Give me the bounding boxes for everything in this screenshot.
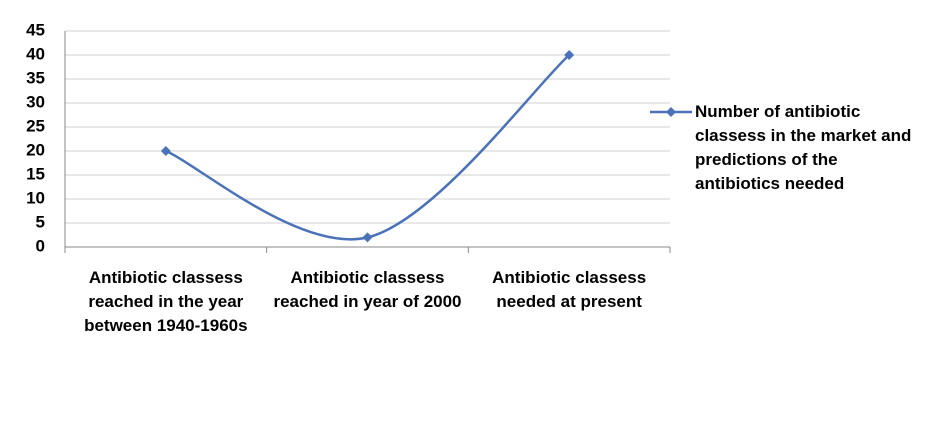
marker	[564, 50, 575, 60]
y-tick-label: 45	[26, 20, 45, 39]
y-tick-label: 40	[26, 44, 45, 63]
y-tick-label: 25	[26, 116, 45, 135]
x-tick-label: Antibiotic classess reached in year of 2…	[273, 268, 462, 311]
y-tick-label: 30	[26, 92, 45, 111]
y-tick-label: 5	[36, 212, 45, 231]
x-tick-label: Antibiotic classess needed at present	[492, 268, 647, 311]
line	[165, 54, 571, 241]
y-tick-label: 35	[26, 68, 45, 87]
marker	[362, 232, 373, 243]
legend-label: Number of antibiotic classess in the mar…	[695, 102, 912, 193]
marker	[160, 146, 171, 156]
y-tick-label: 15	[26, 164, 45, 183]
legend-marker	[666, 107, 676, 117]
x-tick-label: Antibiotic classess reached in the year …	[84, 268, 248, 335]
y-tick-label: 20	[26, 140, 45, 159]
y-tick-label: 0	[36, 236, 45, 255]
y-tick-label: 10	[26, 188, 45, 207]
